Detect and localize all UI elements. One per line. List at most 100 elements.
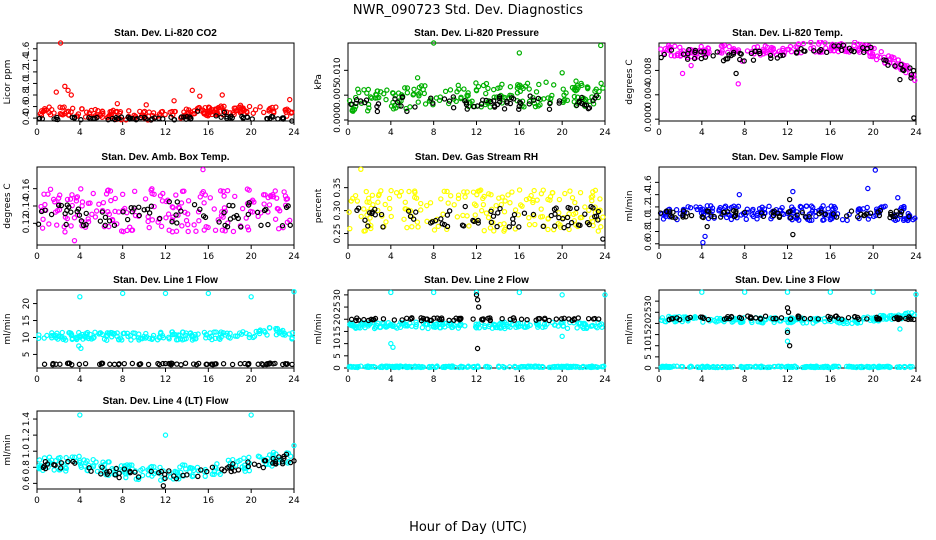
x-tick-label: 16 — [203, 496, 215, 506]
data-point — [187, 465, 193, 471]
data-point — [259, 361, 265, 367]
x-tick-label: 24 — [288, 496, 300, 506]
data-point — [733, 70, 739, 77]
x-tick-label: 16 — [825, 252, 837, 262]
x-tick-label: 12 — [471, 128, 482, 138]
data-point — [382, 323, 389, 330]
data-point — [125, 333, 131, 339]
data-point — [238, 224, 244, 230]
data-point — [82, 360, 89, 367]
data-point — [415, 99, 421, 105]
data-point — [459, 222, 466, 228]
data-point — [174, 220, 180, 226]
x-tick-label: 4 — [699, 128, 705, 138]
data-point — [276, 226, 282, 232]
y-tick-label: 0.005 — [333, 82, 343, 108]
data-point — [811, 48, 817, 54]
plot-frame — [658, 289, 917, 369]
data-point — [542, 323, 548, 330]
data-point — [72, 460, 78, 466]
data-point — [369, 192, 376, 199]
data-point — [507, 84, 514, 90]
data-point — [827, 316, 833, 322]
data-point — [41, 191, 47, 197]
y-tick-label: 1.2 — [644, 200, 654, 214]
data-point — [784, 363, 790, 370]
data-point — [906, 213, 912, 220]
data-point — [142, 196, 149, 202]
data-point — [348, 101, 354, 107]
data-point — [562, 190, 568, 197]
data-point — [514, 322, 520, 328]
data-point — [404, 108, 410, 115]
data-point — [201, 227, 207, 233]
data-point — [475, 304, 482, 310]
y-tick-label: 1.6 — [22, 41, 32, 56]
data-point — [473, 80, 479, 86]
x-tick-label: 4 — [77, 496, 83, 506]
data-point — [666, 47, 672, 54]
data-point — [283, 204, 290, 211]
data-point — [127, 468, 133, 475]
data-point — [458, 95, 464, 102]
data-point — [236, 104, 242, 111]
data-point — [465, 363, 472, 369]
data-point — [160, 483, 167, 489]
data-point — [590, 205, 596, 211]
data-point — [688, 212, 695, 219]
data-point — [533, 320, 540, 327]
data-point — [230, 461, 236, 467]
data-point — [784, 329, 791, 336]
data-point — [487, 225, 494, 231]
data-point — [786, 46, 792, 53]
data-point — [488, 219, 495, 226]
data-point — [126, 108, 132, 114]
data-point — [720, 43, 726, 50]
data-point — [564, 325, 571, 332]
data-point — [480, 201, 487, 208]
data-point — [573, 205, 580, 211]
data-point — [510, 216, 516, 222]
data-point — [416, 93, 422, 99]
data-point — [142, 114, 148, 121]
data-point — [100, 459, 106, 465]
data-point — [816, 40, 823, 45]
data-point — [482, 324, 488, 330]
data-point — [271, 108, 277, 115]
data-point — [50, 361, 56, 368]
data-point — [827, 289, 834, 295]
data-point — [69, 114, 75, 120]
data-point — [803, 320, 810, 326]
data-point — [470, 103, 477, 110]
data-point — [219, 227, 226, 233]
data-point — [213, 329, 219, 335]
data-point — [363, 364, 369, 370]
data-point — [454, 214, 461, 220]
data-point — [265, 221, 271, 228]
data-point — [219, 92, 225, 98]
data-point — [143, 330, 149, 337]
data-point — [346, 364, 352, 370]
data-point — [202, 214, 209, 221]
data-point — [698, 314, 704, 320]
data-point — [198, 467, 204, 473]
data-point — [454, 89, 460, 95]
plot-frame — [347, 42, 606, 122]
data-point — [55, 202, 62, 209]
data-point — [686, 47, 692, 53]
data-point — [556, 214, 562, 221]
data-point — [481, 227, 487, 234]
data-point — [574, 87, 580, 93]
data-point — [600, 214, 606, 220]
x-tick-label: 8 — [742, 375, 748, 385]
data-point — [159, 332, 166, 339]
data-point — [54, 222, 60, 228]
data-point — [262, 457, 269, 464]
data-point — [577, 320, 584, 326]
data-point — [276, 454, 282, 460]
data-point — [538, 190, 545, 197]
data-point — [559, 70, 565, 76]
data-point — [249, 116, 255, 122]
data-point — [849, 320, 855, 327]
